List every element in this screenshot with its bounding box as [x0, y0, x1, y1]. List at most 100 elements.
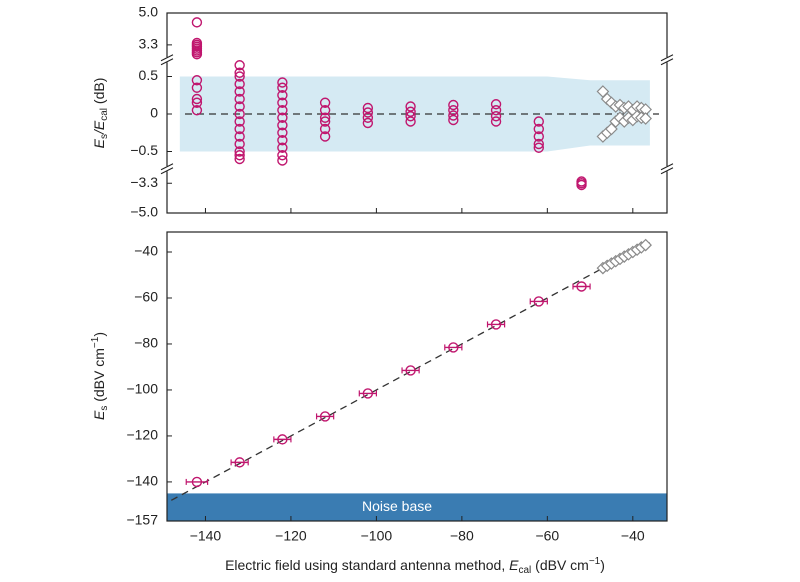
circle-marker [362, 112, 374, 123]
circle-marker [319, 105, 331, 116]
circle-marker [362, 102, 374, 114]
circle-marker [234, 153, 245, 165]
circle-marker [490, 99, 502, 110]
circle-marker [234, 146, 245, 157]
top-y-label: Es/Ecal (dB) [91, 78, 110, 149]
circle-marker [576, 179, 587, 191]
circle-marker [405, 116, 416, 127]
circle-marker [234, 71, 245, 82]
diamond-marker [639, 238, 652, 252]
circle-marker [191, 105, 203, 116]
y-tick-label: −3.3 [130, 174, 158, 190]
x-tick-label: −140 [190, 528, 222, 544]
axis-break-gap [163, 166, 171, 172]
circle-marker [277, 112, 288, 123]
diamond-marker [639, 112, 652, 125]
axis-break-gap [663, 166, 671, 172]
circle-marker [234, 108, 245, 120]
axis-break [160, 54, 174, 66]
circle-marker [533, 138, 544, 150]
circle-marker [191, 476, 203, 488]
circle-marker [319, 116, 331, 127]
circle-marker [234, 150, 245, 161]
circle-marker [277, 142, 288, 153]
circle-marker [277, 150, 288, 161]
circle-marker [191, 97, 203, 108]
circle-marker [191, 75, 203, 86]
circle-marker [277, 127, 288, 138]
circle-marker [191, 82, 203, 93]
circle-marker [277, 82, 288, 93]
axis-break-gap [163, 57, 171, 63]
circle-marker [234, 93, 245, 105]
x-tick-label: −40 [621, 528, 645, 544]
circle-marker [277, 434, 288, 445]
x-label: Electric field using standard antenna me… [225, 556, 605, 576]
circle-marker [362, 107, 374, 118]
circle-marker [405, 365, 416, 376]
circle-marker [448, 114, 459, 126]
circle-marker [405, 106, 416, 117]
fit-line [170, 242, 651, 501]
circle-marker [234, 123, 245, 135]
y-tick-label: 5.0 [139, 4, 159, 20]
circle-marker [490, 116, 502, 127]
x-tick-label: −100 [361, 528, 393, 544]
circle-marker [191, 93, 203, 105]
circle-marker [319, 112, 331, 123]
frame [166, 231, 668, 522]
y-tick-label: −80 [134, 335, 158, 351]
circle-marker [234, 86, 245, 97]
noise-band [167, 493, 667, 521]
x-tick-label: −80 [450, 528, 474, 544]
y-tick-label: −60 [134, 289, 158, 305]
y-tick-label: −40 [134, 243, 158, 259]
y-tick-label: −157 [126, 512, 158, 528]
circle-marker [234, 67, 245, 78]
noise-band-label: Noise base [362, 498, 432, 514]
circle-marker [319, 131, 331, 142]
y-tick-label: −0.5 [130, 142, 158, 158]
circle-marker [234, 78, 245, 90]
circle-marker [234, 131, 245, 142]
y-tick-label: −100 [126, 381, 158, 397]
circle-marker [490, 319, 502, 330]
frame [166, 12, 668, 214]
x-tick-label: −120 [275, 528, 307, 544]
circle-marker [277, 155, 288, 166]
circle-marker [448, 105, 459, 116]
circle-marker [362, 388, 374, 399]
circle-marker [234, 457, 245, 468]
circle-marker [405, 111, 416, 122]
y-tick-label: −5.0 [130, 204, 158, 220]
axis-break [660, 54, 674, 66]
x-tick-label: −60 [535, 528, 559, 544]
circle-marker [234, 60, 245, 71]
bottom-y-label: Es (dBV cm−1) [90, 332, 110, 420]
y-tick-label: −140 [126, 473, 158, 489]
circle-marker [277, 135, 288, 146]
circle-marker [448, 342, 459, 353]
circle-marker [533, 296, 544, 307]
y-tick-label: −120 [126, 427, 158, 443]
circle-marker [533, 131, 544, 142]
circle-marker [319, 123, 331, 135]
circle-marker [191, 49, 203, 60]
circle-marker [277, 120, 288, 131]
circle-marker [234, 116, 245, 127]
y-tick-label: 0 [150, 105, 158, 121]
circle-marker [405, 101, 416, 112]
circle-marker [576, 281, 587, 292]
circle-marker [191, 17, 203, 28]
circle-marker [277, 97, 288, 108]
circle-marker [277, 90, 288, 101]
circle-marker [533, 123, 544, 135]
circle-marker [490, 105, 502, 116]
axis-break-gap [663, 57, 671, 63]
circle-marker [277, 105, 288, 116]
circle-marker [234, 101, 245, 112]
circle-marker [533, 116, 544, 127]
circle-marker [533, 142, 544, 153]
y-tick-label: 0.5 [139, 67, 159, 83]
